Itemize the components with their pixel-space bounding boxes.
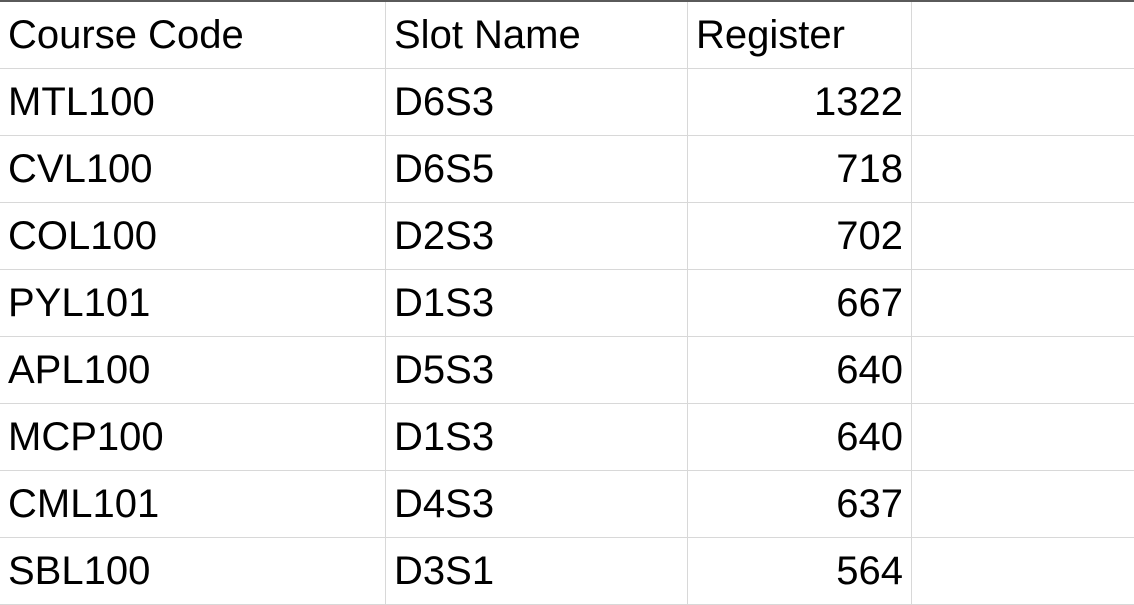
slot-name-cell[interactable]: D1S3: [386, 404, 688, 471]
course-code-cell[interactable]: PYL101: [0, 270, 386, 337]
register-cell[interactable]: 1322: [688, 69, 912, 136]
course-code-cell[interactable]: SBL100: [0, 538, 386, 605]
course-code-cell[interactable]: MCP100: [0, 404, 386, 471]
empty-cell[interactable]: [912, 270, 1134, 337]
slot-name-cell[interactable]: D1S3: [386, 270, 688, 337]
table-row: MTL100 D6S3 1322: [0, 69, 1134, 136]
table-row: CVL100 D6S5 718: [0, 136, 1134, 203]
course-code-cell[interactable]: COL100: [0, 203, 386, 270]
empty-cell[interactable]: [912, 538, 1134, 605]
table-row: SBL100 D3S1 564: [0, 538, 1134, 605]
register-cell[interactable]: 667: [688, 270, 912, 337]
table-row: PYL101 D1S3 667: [0, 270, 1134, 337]
header-row: Course Code Slot Name Register: [0, 2, 1134, 69]
header-cell-course-code[interactable]: Course Code: [0, 2, 386, 69]
register-cell[interactable]: 640: [688, 337, 912, 404]
register-cell[interactable]: 637: [688, 471, 912, 538]
table-row: COL100 D2S3 702: [0, 203, 1134, 270]
course-code-cell[interactable]: APL100: [0, 337, 386, 404]
register-cell[interactable]: 718: [688, 136, 912, 203]
register-cell[interactable]: 640: [688, 404, 912, 471]
empty-cell[interactable]: [912, 136, 1134, 203]
slot-name-cell[interactable]: D6S3: [386, 69, 688, 136]
slot-name-cell[interactable]: D2S3: [386, 203, 688, 270]
slot-name-cell[interactable]: D6S5: [386, 136, 688, 203]
empty-cell[interactable]: [912, 69, 1134, 136]
slot-name-cell[interactable]: D5S3: [386, 337, 688, 404]
course-code-cell[interactable]: CVL100: [0, 136, 386, 203]
register-cell[interactable]: 702: [688, 203, 912, 270]
empty-cell[interactable]: [912, 471, 1134, 538]
header-cell-register[interactable]: Register: [688, 2, 912, 69]
table-row: MCP100 D1S3 640: [0, 404, 1134, 471]
slot-name-cell[interactable]: D4S3: [386, 471, 688, 538]
table-row: CML101 D4S3 637: [0, 471, 1134, 538]
empty-cell[interactable]: [912, 2, 1134, 69]
empty-cell[interactable]: [912, 404, 1134, 471]
empty-cell[interactable]: [912, 203, 1134, 270]
course-code-cell[interactable]: CML101: [0, 471, 386, 538]
register-cell[interactable]: 564: [688, 538, 912, 605]
table-row: APL100 D5S3 640: [0, 337, 1134, 404]
empty-cell[interactable]: [912, 337, 1134, 404]
course-code-cell[interactable]: MTL100: [0, 69, 386, 136]
slot-name-cell[interactable]: D3S1: [386, 538, 688, 605]
header-cell-slot-name[interactable]: Slot Name: [386, 2, 688, 69]
